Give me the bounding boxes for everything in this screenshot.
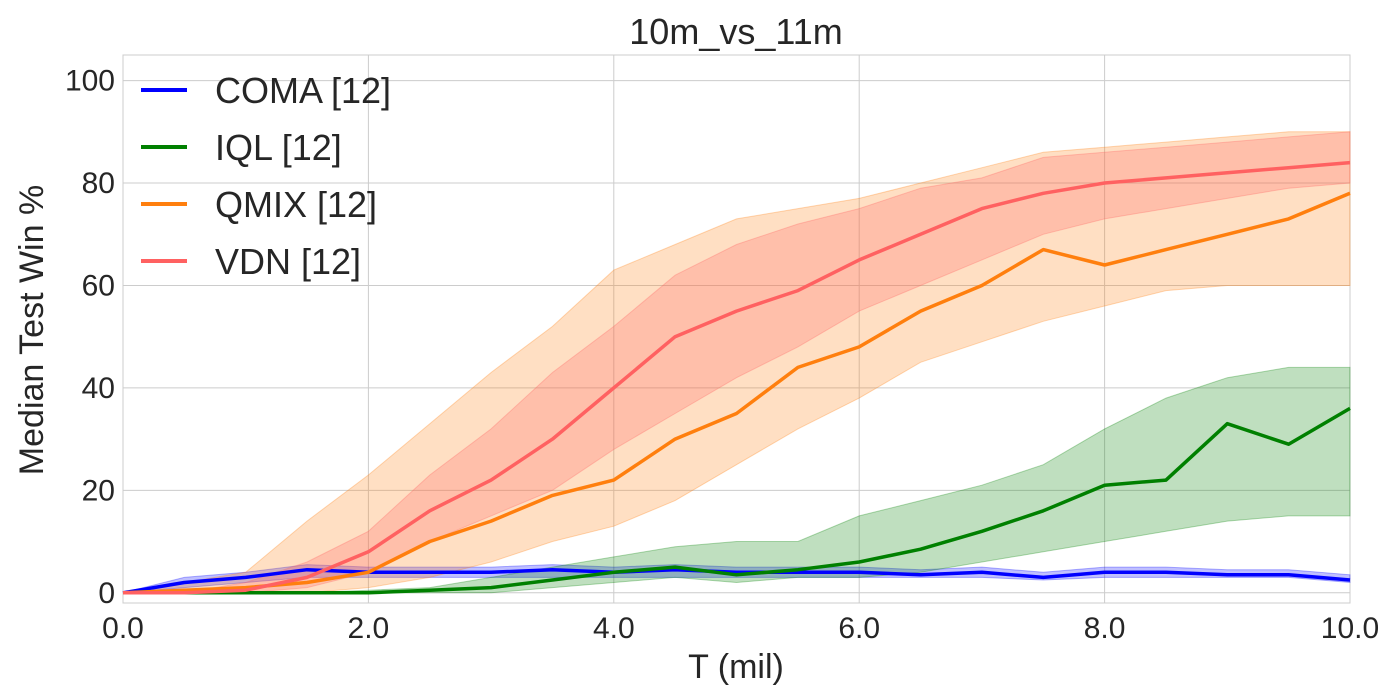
series-band-3 bbox=[122, 131, 1351, 594]
legend-label: IQL [12] bbox=[215, 127, 342, 168]
y-tick-label: 40 bbox=[82, 372, 115, 405]
y-tick-label: 60 bbox=[82, 269, 115, 302]
series-line-4 bbox=[123, 160, 1351, 595]
y-tick-label: 80 bbox=[82, 167, 115, 200]
series-band-4 bbox=[123, 131, 1351, 594]
x-tick-label: 6.0 bbox=[838, 612, 880, 645]
x-axis-ticks: 0.0 2.0 4.0 6.0 8.0 10.0 bbox=[102, 612, 1379, 645]
plot-frame bbox=[122, 54, 1351, 604]
y-tick-label: 0 bbox=[98, 577, 115, 610]
x-tick-label: 10.0 bbox=[1321, 612, 1379, 645]
x-axis-label: T (mil) bbox=[688, 648, 784, 686]
y-tick-label: 20 bbox=[82, 474, 115, 507]
legend-label: VDN [12] bbox=[215, 241, 361, 282]
x-tick-label: 0.0 bbox=[102, 612, 144, 645]
y-tick-label: 100 bbox=[65, 65, 115, 98]
y-axis-ticks: 0 20 40 60 80 100 bbox=[65, 65, 115, 610]
grid bbox=[122, 55, 1351, 603]
legend-label: COMA [12] bbox=[215, 70, 391, 111]
x-tick-label: 2.0 bbox=[348, 612, 390, 645]
x-tick-label: 4.0 bbox=[593, 612, 635, 645]
series-line-2 bbox=[123, 406, 1351, 595]
legend-label: QMIX [12] bbox=[215, 184, 377, 225]
series-line-3 bbox=[122, 191, 1351, 595]
x-tick-label: 8.0 bbox=[1084, 612, 1126, 645]
series-lines bbox=[122, 160, 1351, 595]
chart-title: 10m_vs_11m bbox=[629, 11, 842, 52]
y-axis-label: Median Test Win % bbox=[13, 185, 51, 475]
legend: COMA [12] IQL [12] QMIX [12] VDN [12] bbox=[141, 70, 391, 282]
